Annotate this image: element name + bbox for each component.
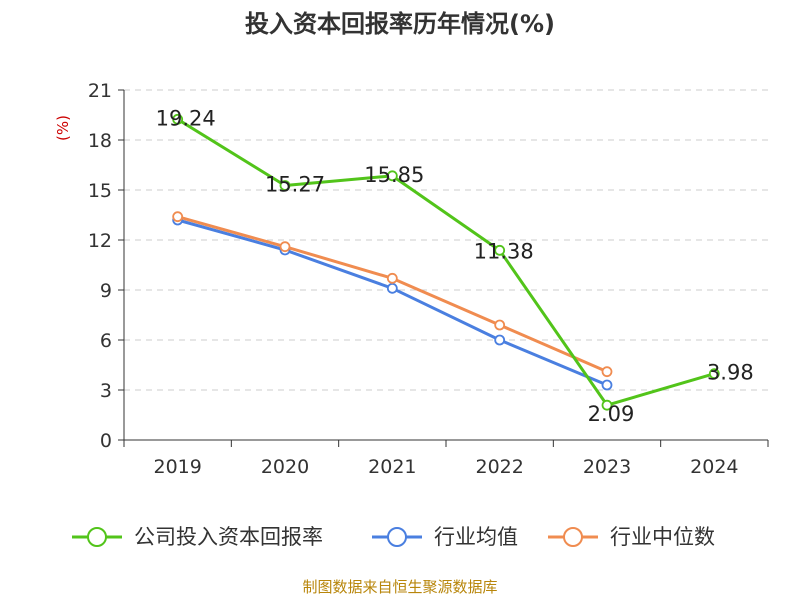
source-note: 制图数据来自恒生聚源数据库 [302,578,497,596]
y-tick-label: 12 [88,230,112,252]
chart-title: 投入资本回报率历年情况(%) [245,10,555,38]
data-label: 2.09 [588,402,635,426]
data-point [494,244,506,256]
legend-marker [87,527,107,547]
y-tick-label: 9 [100,280,112,302]
data-label: 3.98 [707,361,754,385]
data-point [601,379,613,391]
data-point [279,241,291,253]
data-point [601,366,613,378]
data-point [708,368,720,380]
x-tick-label: 2019 [153,456,201,478]
legend-label: 公司投入资本回报率 [134,525,323,549]
x-tick-label: 2024 [690,456,738,478]
data-label: 19.24 [156,106,216,130]
data-label: 15.85 [364,163,424,187]
data-point [386,272,398,284]
y-tick-label: 15 [88,180,112,202]
y-tick-label: 3 [100,380,112,402]
data-point [172,211,184,223]
data-label: 15.27 [265,173,325,197]
y-tick-label: 0 [100,430,112,452]
series-layer [172,113,720,411]
data-point [172,113,184,125]
grid-lines [124,89,768,391]
x-tick-label: 2020 [261,456,309,478]
legend-marker [563,527,583,547]
data-point [279,180,291,191]
data-point [494,334,506,346]
legend-item: 行业均值 [372,525,518,549]
y-tick-label: 6 [100,330,112,352]
legend-label: 行业中位数 [610,525,715,549]
y-tick-label: 21 [88,80,112,102]
legend-label: 行业均值 [434,525,518,549]
data-label: 11.38 [474,239,534,263]
series-line [176,118,715,407]
x-tick-label: 2022 [475,456,523,478]
legend-item: 行业中位数 [548,525,715,549]
y-axis-label: (%) [54,115,72,141]
legend: 公司投入资本回报率 行业均值 行业中位数 [72,525,715,549]
series-line [177,218,608,387]
data-point [494,319,506,331]
legend-item: 公司投入资本回报率 [72,525,323,549]
data-point [386,282,398,294]
y-tick-label: 18 [88,130,112,152]
x-tick-label: 2023 [583,456,631,478]
data-point [601,399,613,411]
data-point [386,170,398,182]
data-labels: 19.24 15.27 15.85 11.38 2.09 3.98 [156,106,754,426]
x-tick-label: 2021 [368,456,416,478]
axes: 0 3 6 9 12 15 18 21 2019 2020 2021 2022 2023 2024 [88,80,769,478]
legend-marker [387,527,407,547]
